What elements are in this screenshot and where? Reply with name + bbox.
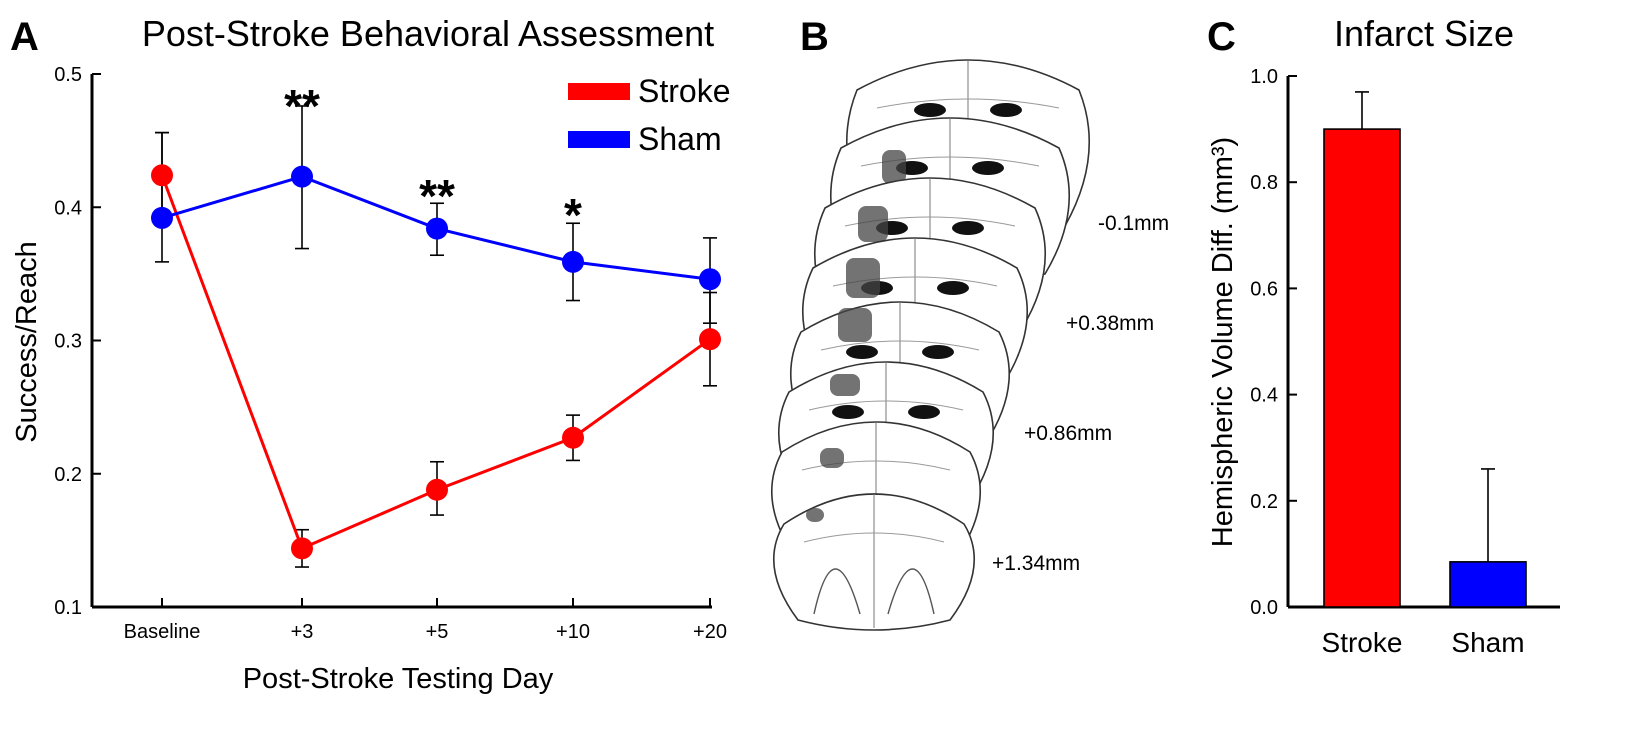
y-tick-label: 0.0: [1250, 597, 1278, 619]
ventricle: [914, 103, 946, 117]
line-chart-x-label: Post-Stroke Testing Day: [243, 663, 554, 695]
infarct-region: [838, 308, 872, 342]
data-point-stroke: [291, 537, 313, 560]
infarct-region: [882, 150, 906, 184]
infarct-region: [830, 374, 860, 396]
slice-label-4: +1.34mm: [992, 552, 1080, 575]
ventricle: [952, 221, 984, 235]
bar-stroke: [1323, 128, 1401, 608]
ventricle: [990, 103, 1022, 117]
data-point-sham: [699, 268, 721, 291]
panel-b-letter: B: [800, 15, 829, 59]
infarct-region: [846, 258, 880, 298]
x-tick-label: +3: [291, 621, 314, 643]
y-tick-label: 1.0: [1250, 66, 1278, 88]
legend-swatch-stroke: [568, 83, 630, 100]
legend-swatch-sham: [568, 131, 630, 148]
x-tick-label: Baseline: [124, 621, 201, 643]
ventricle: [922, 345, 954, 359]
legend-label-stroke: Stroke: [638, 73, 730, 109]
data-point-stroke: [699, 328, 721, 351]
ventricle: [832, 405, 864, 419]
y-tick-label: 0.2: [1250, 491, 1278, 513]
y-tick-label: 0.1: [54, 597, 82, 619]
line-chart: Post-Stroke Behavioral Assessment Post-S…: [11, 13, 730, 695]
data-point-stroke: [426, 478, 448, 501]
ventricle: [846, 345, 878, 359]
slice-contour: [801, 460, 951, 471]
x-tick-label: +10: [556, 621, 590, 643]
bar-sham: [1449, 561, 1527, 608]
infarct-region: [858, 206, 888, 242]
y-tick-label: 0.2: [54, 464, 82, 486]
data-point-sham: [151, 206, 173, 229]
x-tick-label: +5: [426, 621, 449, 643]
slice-label-3: +0.86mm: [1024, 422, 1112, 445]
y-tick-label: 0.8: [1250, 172, 1278, 194]
ventricle: [937, 281, 969, 295]
infarct-region: [806, 508, 824, 522]
legend-label-sham: Sham: [638, 121, 722, 157]
slice-contour: [803, 532, 945, 543]
slice-contour: [808, 400, 964, 411]
brain-slices-illustration: -0.1mm +0.38mm +0.86mm +1.34mm: [771, 59, 1169, 631]
slice-contour: [820, 340, 980, 351]
panel-a-letter: A: [10, 15, 39, 59]
data-point-stroke: [151, 164, 173, 187]
data-point-sham: [562, 250, 584, 273]
slice-label-1: -0.1mm: [1098, 212, 1169, 235]
slice-contour: [876, 98, 1060, 109]
legend: Stroke Sham: [568, 73, 730, 157]
significance-marker: **: [419, 170, 455, 222]
bar-category-label: Stroke: [1322, 627, 1403, 658]
infarct-region: [820, 448, 844, 468]
significance-marker: *: [564, 189, 582, 241]
line-chart-y-label: Success/Reach: [11, 241, 43, 443]
ventricle: [972, 161, 1004, 175]
y-tick-label: 0.4: [54, 197, 82, 219]
y-tick-label: 0.4: [1250, 385, 1278, 407]
slice-label-2: +0.38mm: [1066, 312, 1154, 335]
bar-chart-title: Infarct Size: [1334, 13, 1514, 54]
bar-chart: Infarct Size Hemispheric Volume Diff. (m…: [1207, 13, 1560, 658]
y-tick-label: 0.3: [54, 331, 82, 353]
panel-c-letter: C: [1207, 15, 1236, 59]
significance-marker: **: [284, 80, 320, 132]
y-tick-label: 0.6: [1250, 278, 1278, 300]
line-chart-title: Post-Stroke Behavioral Assessment: [142, 13, 714, 54]
bar-category-label: Sham: [1451, 627, 1524, 658]
bar-chart-y-label: Hemispheric Volume Diff. (mm³): [1207, 137, 1239, 547]
hippocampus-contour: [813, 568, 861, 615]
data-point-sham: [291, 165, 313, 188]
y-tick-label: 0.5: [54, 64, 82, 86]
data-point-stroke: [562, 426, 584, 449]
x-tick-label: +20: [693, 621, 727, 643]
ventricle: [908, 405, 940, 419]
hippocampus-contour: [887, 568, 935, 615]
data-point-sham: [426, 217, 448, 240]
